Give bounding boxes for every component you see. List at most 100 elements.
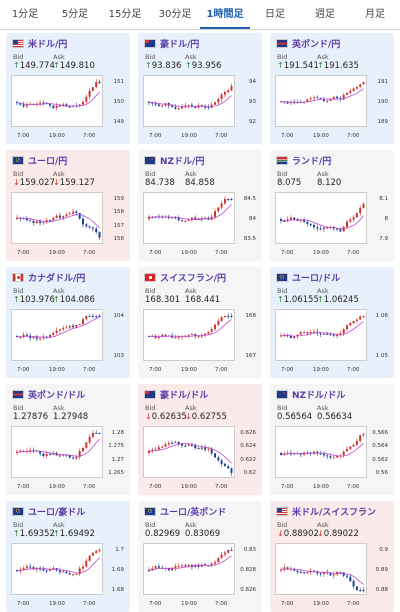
tab-15min[interactable]: 15分足 [108, 9, 142, 20]
candle-body [194, 445, 197, 448]
bid-label: Bid [277, 53, 288, 61]
candlestick-chart[interactable]: 0.9 0.89 0.88 7:00 19:00 7:00 [275, 543, 389, 607]
chart-plot [275, 75, 367, 127]
bid-value-wrap: ↑149.774 [13, 61, 55, 71]
candlestick-chart[interactable]: 8.1 8 7.9 7:00 19:00 7:00 [275, 192, 389, 256]
currency-card[interactable]: 豪ドル/ドル Bid Ask ↓0.62635↓0.62755 0.626 0.62… [138, 384, 262, 495]
candle-body [322, 571, 325, 574]
pair-name[interactable]: 米ドル/円 [28, 39, 68, 50]
candle-body [342, 329, 345, 334]
ask-label: Ask [53, 53, 65, 61]
pair-name[interactable]: ランド/円 [292, 156, 332, 167]
candle-body [154, 216, 157, 218]
candle-body [177, 108, 180, 110]
candle-body [207, 565, 210, 567]
pair-name[interactable]: 豪ドル/円 [160, 39, 200, 50]
pair-name[interactable]: ユーロ/豪ドル [28, 507, 86, 518]
moving-average-line [148, 555, 232, 571]
pair-name[interactable]: カナダドル/円 [28, 273, 86, 284]
candle-body [200, 218, 203, 220]
candle-body [91, 316, 94, 317]
currency-card[interactable]: 豪ドル/円 Bid Ask ↑93.836 ↑93.956 94 93 92 7:00 … [138, 33, 262, 144]
candlestick-chart[interactable]: 94 93 92 7:00 19:00 7:00 [143, 75, 257, 139]
currency-card[interactable]: ランド/円 Bid Ask 8.075 8.120 8.1 8 7.9 7:00 19:… [270, 150, 394, 261]
candle-body [39, 568, 42, 570]
price-tick-label: 151 [113, 79, 125, 85]
candle-body [352, 581, 355, 587]
candle-body [82, 447, 84, 452]
tab-30min[interactable]: 30分足 [158, 9, 192, 20]
currency-card[interactable]: 米ドル/スイスフラン Bid Ask ↓0.88902↓0.89022 0.9 0.… [270, 501, 394, 612]
candle-body [65, 327, 68, 329]
pair-name[interactable]: スイスフラン/円 [160, 273, 227, 284]
candlestick-chart[interactable]: 0.83 0.828 0.826 7:00 19:00 7:00 [143, 543, 257, 607]
gb-flag-icon [12, 389, 24, 399]
pair-name[interactable]: ユーロ/円 [28, 156, 68, 167]
pair-name[interactable]: ユーロ/ドル [292, 273, 341, 284]
currency-card[interactable]: 米ドル/円 Bid Ask ↑149.774↑149.810 151 150 149 … [6, 33, 130, 144]
candle-body [352, 217, 355, 220]
candlestick-chart[interactable]: 159 158 157 156 7:00 19:00 7:00 [11, 192, 125, 256]
pair-name[interactable]: 英ポンド/ドル [28, 390, 86, 401]
candle-body [95, 551, 98, 553]
candlestick-chart[interactable]: 1.28 1.275 1.27 1.265 7:00 19:00 7:00 [11, 426, 125, 490]
tab-monthly[interactable]: 月足 [365, 9, 385, 20]
tab-1hour[interactable]: 1時間足 [200, 0, 250, 29]
tab-daily[interactable]: 日足 [265, 9, 285, 20]
candle-body [98, 550, 101, 552]
candlestick-chart[interactable]: 151 150 149 7:00 19:00 7:00 [11, 75, 125, 139]
card-header: カナダドル/円 [12, 271, 86, 284]
candle-body [58, 329, 61, 331]
currency-card[interactable]: スイスフラン/円 Bid Ask 168.301 168.441 168 167 7:… [138, 267, 262, 378]
currency-card[interactable]: ユーロ/円 Bid Ask ↓159.027↓159.127 159 158 157 1… [6, 150, 130, 261]
currency-card[interactable]: ユーロ/豪ドル Bid Ask ↑1.69352↑1.69492 1.7 1.69 1… [6, 501, 130, 612]
candlestick-chart[interactable]: 0.566 0.564 0.562 0.56 7:00 19:00 7:00 [275, 426, 389, 490]
pair-name[interactable]: 豪ドル/ドル [160, 390, 209, 401]
candle-body [157, 566, 160, 568]
candle-body [184, 565, 187, 567]
candle-body [157, 447, 160, 450]
currency-card[interactable]: カナダドル/円 Bid Ask ↑103.976↑104.086 104 103 7… [6, 267, 130, 378]
card-header: スイスフラン/円 [144, 271, 227, 284]
card-header: 豪ドル/円 [144, 37, 200, 50]
candle-body [65, 454, 68, 456]
quote-values: 1.27876 1.27948 [13, 412, 93, 422]
candle-body [289, 336, 292, 338]
pair-name[interactable]: NZドル/円 [160, 156, 205, 167]
ask-label: Ask [317, 53, 329, 61]
candle-body [75, 574, 78, 576]
time-tick-label: 7:00 [347, 367, 360, 373]
candle-body [68, 106, 71, 108]
currency-card[interactable]: NZドル/円 Bid Ask 84.738 84.858 84.5 84 83.5 7:… [138, 150, 262, 261]
currency-card[interactable]: 英ポンド/ドル Bid Ask 1.27876 1.27948 1.28 1.275 1… [6, 384, 130, 495]
candle-body [349, 446, 352, 450]
candle-body [283, 567, 286, 570]
candlestick-chart[interactable]: 191 190 189 7:00 19:00 7:00 [275, 75, 389, 139]
candle-body [217, 207, 220, 212]
candle-body [167, 216, 170, 219]
ask-label: Ask [317, 404, 329, 412]
candlestick-chart[interactable]: 168 167 7:00 19:00 7:00 [143, 309, 257, 373]
candle-body [91, 227, 94, 229]
price-tick-label: 191 [377, 79, 389, 85]
pair-name[interactable]: ユーロ/英ポンド [160, 507, 227, 518]
candlestick-chart[interactable]: 1.7 1.69 1.68 7:00 19:00 7:00 [11, 543, 125, 607]
pair-name[interactable]: NZドル/ドル [292, 390, 346, 401]
pair-name[interactable]: 米ドル/スイスフラン [292, 507, 377, 518]
currency-card[interactable]: ユーロ/ドル Bid Ask ↑1.06155↑1.06245 1.06 1.05 … [270, 267, 394, 378]
ask-value-wrap: ↑104.086 [53, 295, 95, 305]
currency-card[interactable]: ユーロ/英ポンド Bid Ask 0.82969 0.83069 0.83 0.828… [138, 501, 262, 612]
candlestick-chart[interactable]: 84.5 84 83.5 7:00 19:00 7:00 [143, 192, 257, 256]
tab-weekly[interactable]: 週足 [315, 9, 335, 20]
candlestick-chart[interactable]: 104 103 7:00 19:00 7:00 [11, 309, 125, 373]
tab-5min[interactable]: 5分足 [61, 9, 89, 20]
candlestick-chart[interactable]: 1.06 1.05 7:00 19:00 7:00 [275, 309, 389, 373]
candle-body [164, 334, 167, 336]
pair-name[interactable]: 英ポンド/円 [292, 39, 341, 50]
currency-card[interactable]: NZドル/ドル Bid Ask 0.56564 0.56634 0.566 0.564… [270, 384, 394, 495]
candle-body [227, 316, 230, 317]
time-tick-label: 7:00 [83, 133, 96, 139]
candlestick-chart[interactable]: 0.626 0.624 0.622 0.62 7:00 19:00 7:00 [143, 426, 257, 490]
currency-card[interactable]: 英ポンド/円 Bid Ask ↑191.541↑191.635 191 190 189… [270, 33, 394, 144]
tab-1min[interactable]: 1分足 [11, 9, 39, 20]
